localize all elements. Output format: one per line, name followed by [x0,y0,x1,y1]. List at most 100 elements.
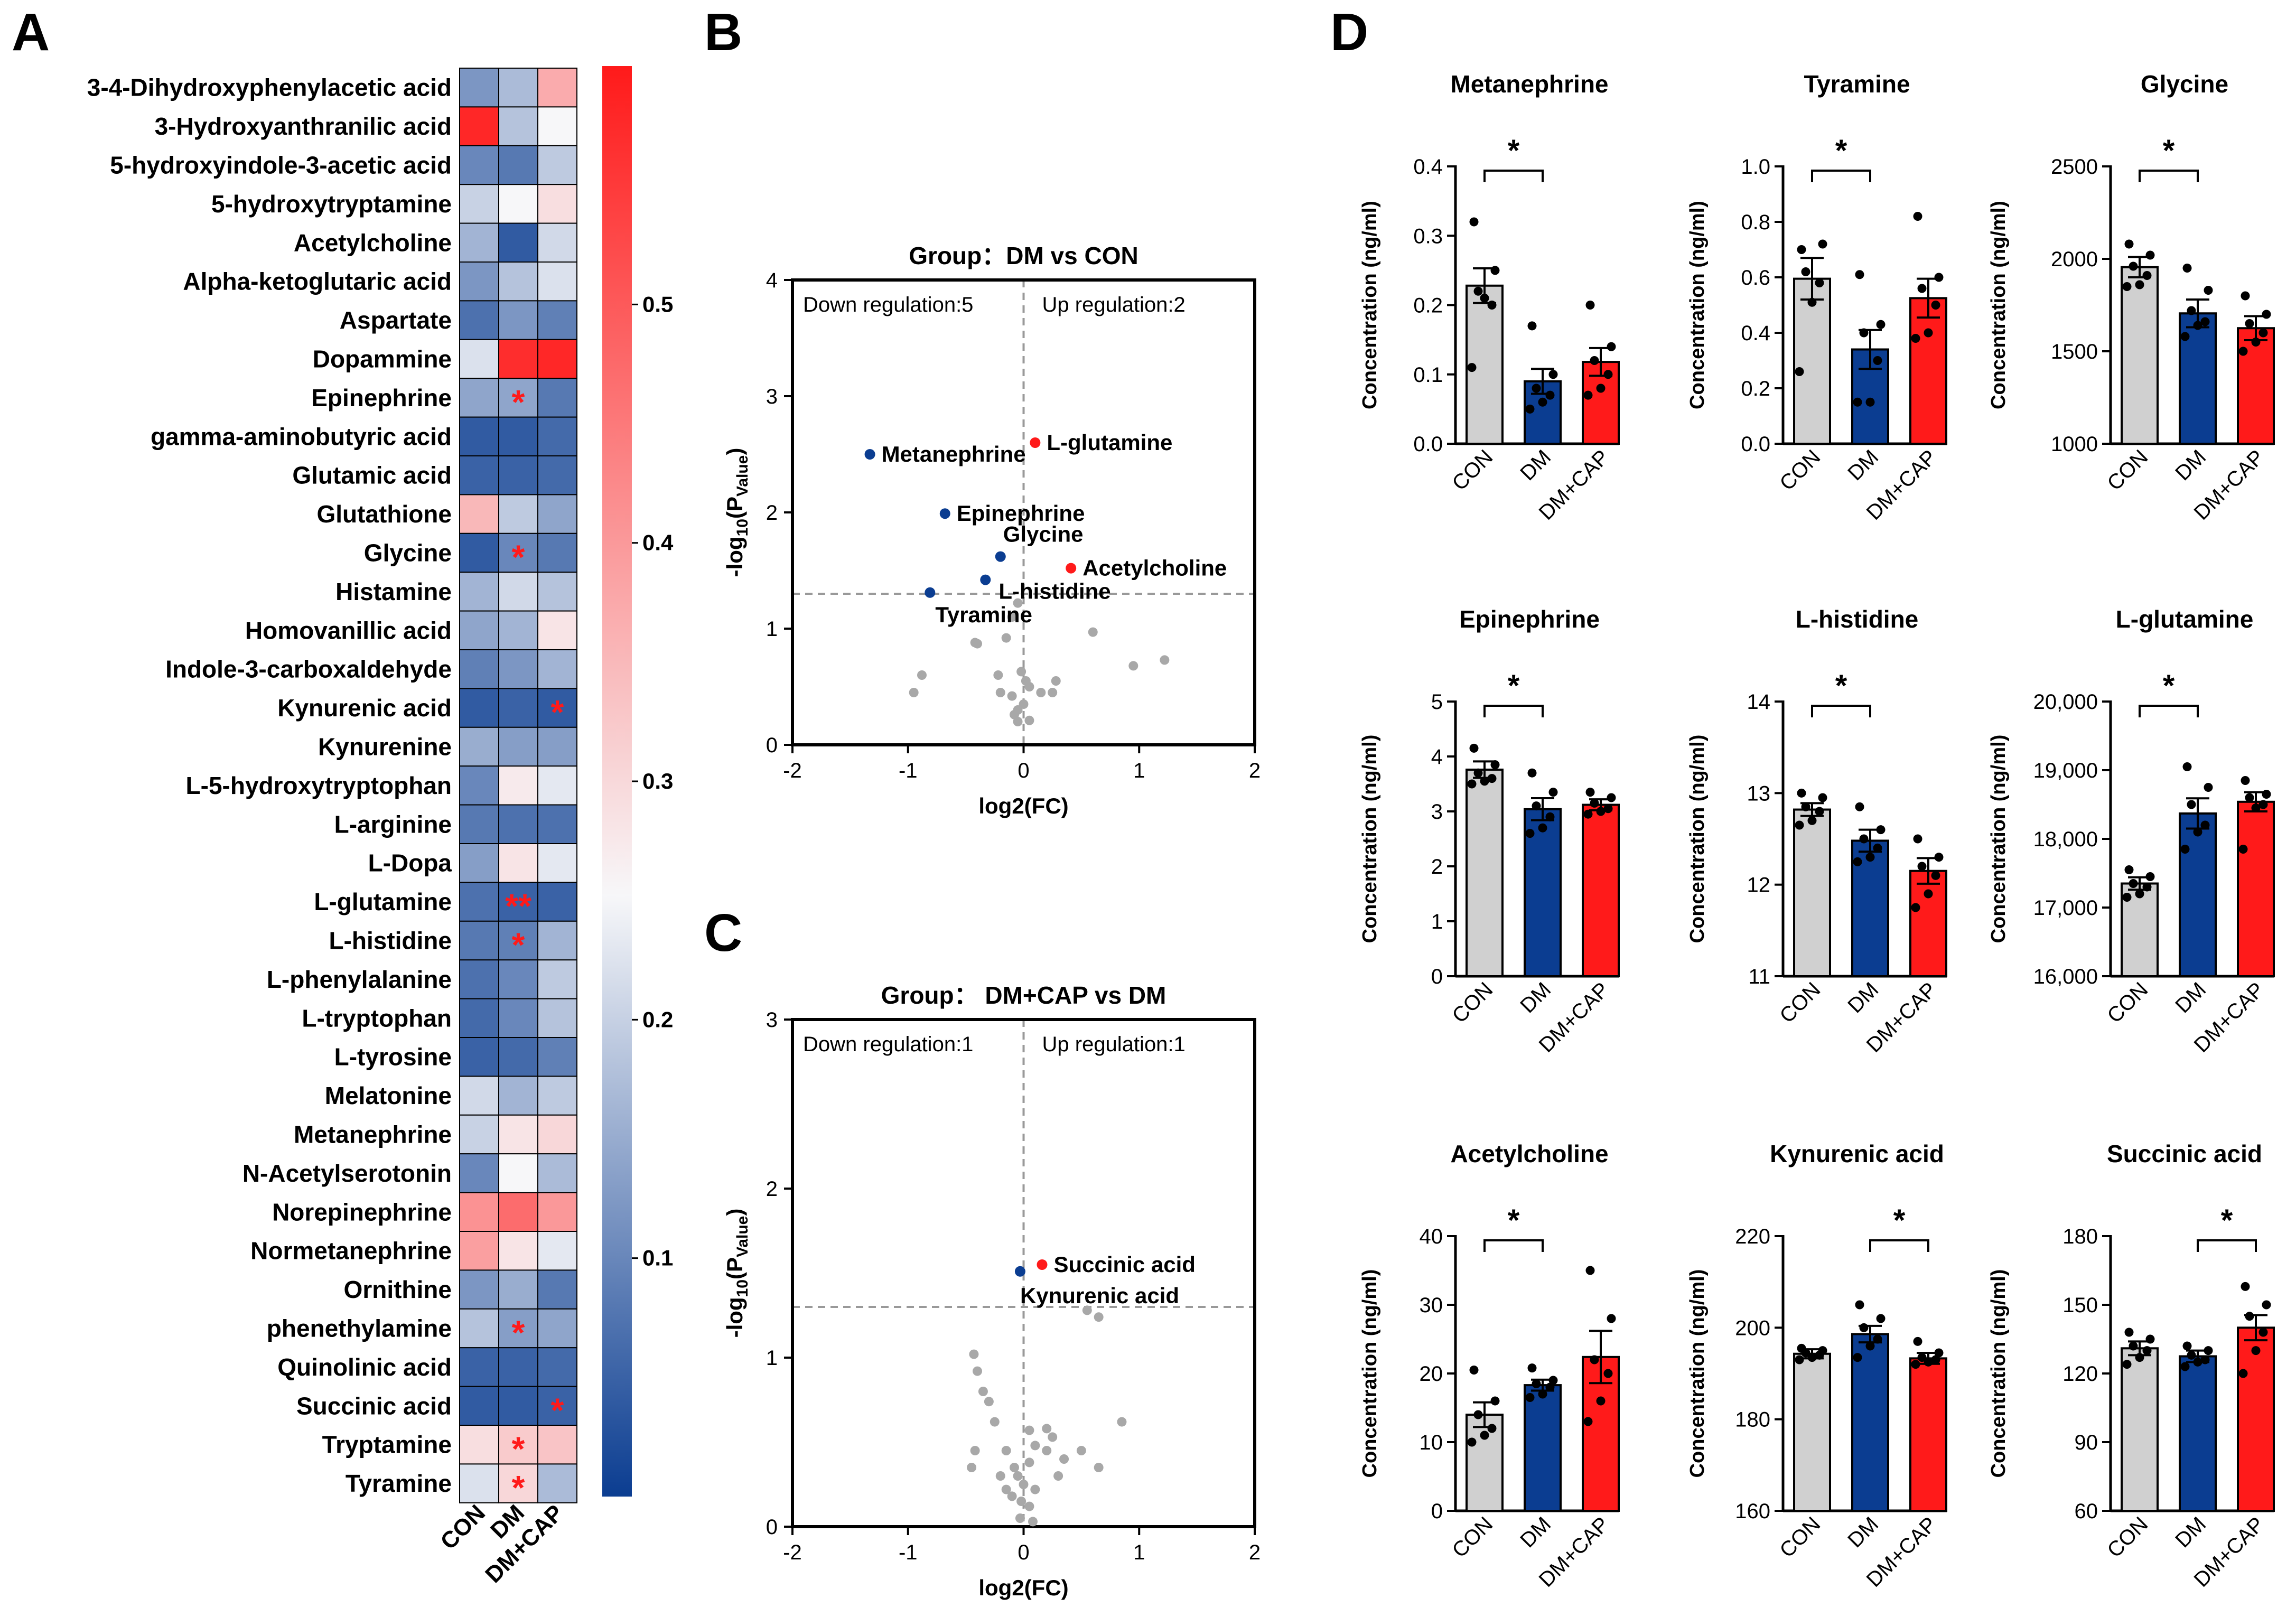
y-tick-label: 2000 [2051,248,2098,271]
volcano-title: Group： DM+CAP vs DM [881,982,1166,1009]
heatmap-cell [459,1347,499,1387]
sample-point [1532,1379,1541,1388]
sample-point [1548,370,1558,379]
heatmap-row-label: Norepinephrine [272,1198,452,1226]
y-tick-label: 4 [1431,745,1443,769]
heatmap-column-label: DM+CAP [480,1500,568,1588]
heatmap-cell [537,300,577,340]
heatmap-cell [537,222,577,263]
y-tick-label: 1 [1431,910,1443,933]
volcano-point [1016,667,1026,677]
y-axis-label: Concentration (ng/ml) [1987,201,2010,409]
x-tick-label: 2 [1249,759,1261,782]
sample-point [2204,286,2213,295]
bar [1582,803,1620,978]
x-category-label: DM [1843,978,1883,1017]
significance-mark: * [1835,134,1847,168]
sample-point [1545,390,1555,400]
heatmap-cell [459,959,499,999]
sample-point [1924,1357,1933,1367]
significance-mark: * [2163,669,2175,703]
sample-point [2238,347,2248,356]
heatmap-cell [459,804,499,844]
volcano-point [1094,1463,1104,1472]
sample-point [2129,1341,2138,1351]
volcano-point [967,1463,977,1472]
sample-point [1876,1314,1886,1323]
x-tick-label: 0 [1018,759,1029,782]
heatmap-cell [537,1153,577,1193]
sample-point [2124,1328,2134,1337]
significant-point [1066,563,1077,574]
sample-point [1525,1393,1535,1402]
sample-point [1480,777,1489,786]
volcano-point [995,1471,1005,1481]
heatmap-row-label: Tyramine [346,1470,452,1497]
heatmap-cell [459,184,499,224]
x-axis-label: log2(FC) [978,793,1068,818]
sample-point [2124,865,2134,874]
sample-point [2262,310,2271,319]
sample-point [1797,788,1806,798]
bar-chart-title: L-glutamine [2116,605,2254,633]
significance-star: * [551,693,564,731]
heatmap-cell [459,649,499,689]
y-tick-label: 1.0 [1741,155,1770,179]
volcano-title: Group：DM vs CON [909,242,1138,269]
sample-point [1911,1360,1920,1369]
heatmap-cell [498,416,538,456]
y-tick-label: 60 [2075,1500,2098,1523]
heatmap-cell [459,145,499,185]
heatmap-row-label: Tryptamine [322,1431,452,1459]
sample-point [2238,1369,2248,1378]
heatmap-cell [537,1308,577,1349]
point-label: L-histidine [998,579,1110,604]
down-regulation-label: Down regulation:1 [803,1033,973,1056]
bar [2179,812,2217,978]
x-category-label: CON [2103,978,2152,1027]
y-tick-label: 16,000 [2033,965,2098,988]
significant-point [1014,1266,1025,1277]
panel-c-volcano: C Group： DM+CAP vs DM -2 -1 0 1 2 0 1 2 3 log2(FC)… [704,903,1261,1600]
sample-point [1532,801,1541,811]
y-axis-label-part: Value [734,455,751,497]
sample-point [1795,820,1804,830]
y-tick-label: 90 [2075,1431,2098,1454]
volcano-point [1024,682,1034,691]
sample-point [2145,872,2155,881]
heatmap-cell [459,726,499,767]
significance-bracket [1483,1239,1544,1252]
x-tick-label: 0 [1018,1541,1029,1564]
significance-mark: * [1508,134,1520,168]
y-axis-label: Concentration (ng/ml) [1987,735,2010,943]
heatmap-row-label: Indole-3-carboxaldehyde [165,656,452,683]
sample-point [2200,317,2210,326]
heatmap-cell [459,494,499,534]
y-tick-label: 40 [1420,1225,1443,1248]
sample-point [1596,384,1606,393]
sample-point [2251,338,2261,347]
sample-point [2200,820,2210,830]
sample-point [1801,267,1810,276]
sample-point [1532,384,1541,393]
heatmap-row-label: L-glutamine [314,888,452,915]
significance-mark: * [1508,669,1520,703]
x-category-label: DM [2171,1512,2210,1552]
significance-mark: * [1835,669,1847,703]
heatmap-cell [498,222,538,263]
sample-point [1917,284,1927,293]
point-label: Tyramine [935,602,1032,627]
volcano-point [993,670,1003,680]
x-category-label: CON [2103,1512,2152,1562]
y-axis-label-part: -log [722,536,747,577]
heatmap-cell [537,1114,577,1155]
sample-point [2258,800,2268,809]
volcano-point [1053,1471,1063,1481]
heatmap-row-label: L-tryptophan [302,1004,452,1032]
heatmap-cell [498,1153,538,1193]
sample-point [1931,871,1940,880]
heatmap-cell [537,1425,577,1465]
heatmap-cell [537,339,577,379]
y-tick-label: 0.0 [1741,433,1770,456]
y-axis-label: Concentration (ng/ml) [1359,1269,1381,1478]
